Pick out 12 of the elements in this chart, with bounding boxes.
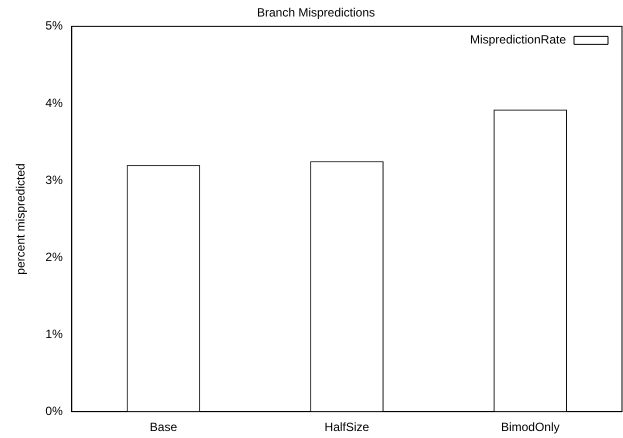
x-tick-label: Base xyxy=(150,420,178,434)
y-tick-label: 4% xyxy=(45,96,64,110)
y-tick-label: 3% xyxy=(45,172,64,187)
x-tick-label: BimodOnly xyxy=(500,420,560,434)
text: MispredictionRate xyxy=(470,32,566,47)
y-tick-label: 0% xyxy=(45,404,64,418)
x-tick-label: HalfSize xyxy=(324,420,370,434)
y-tick-label: 2% xyxy=(45,250,64,264)
y-tick-label: 5% xyxy=(45,18,64,33)
y-axis-title: percent mispredicted xyxy=(14,163,28,275)
y-tick-label: 1% xyxy=(45,326,64,341)
chart-title: Branch Mispredictions xyxy=(256,6,376,20)
